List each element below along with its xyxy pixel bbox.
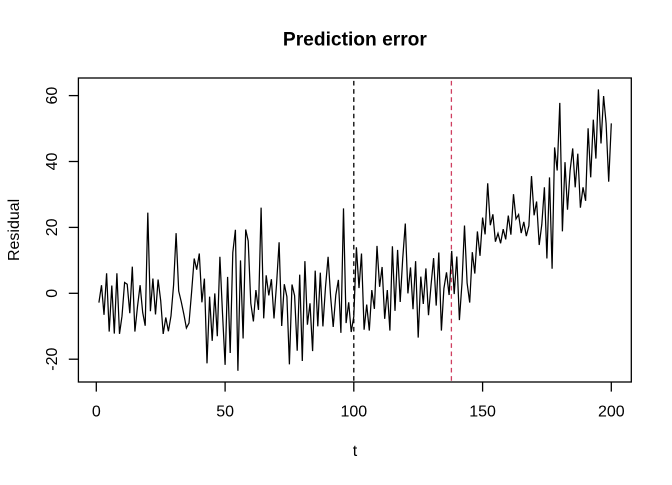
- svg-text:150: 150: [469, 404, 496, 421]
- svg-text:60: 60: [44, 87, 61, 105]
- svg-text:20: 20: [44, 218, 61, 236]
- svg-text:Residual: Residual: [6, 199, 23, 261]
- svg-text:100: 100: [340, 404, 367, 421]
- svg-text:0: 0: [44, 289, 61, 298]
- svg-text:50: 50: [216, 404, 234, 421]
- svg-text:Prediction error: Prediction error: [283, 30, 427, 51]
- svg-text:t: t: [353, 443, 358, 460]
- svg-text:0: 0: [92, 404, 101, 421]
- svg-text:-20: -20: [44, 348, 61, 371]
- svg-text:200: 200: [598, 404, 625, 421]
- svg-text:40: 40: [44, 153, 61, 171]
